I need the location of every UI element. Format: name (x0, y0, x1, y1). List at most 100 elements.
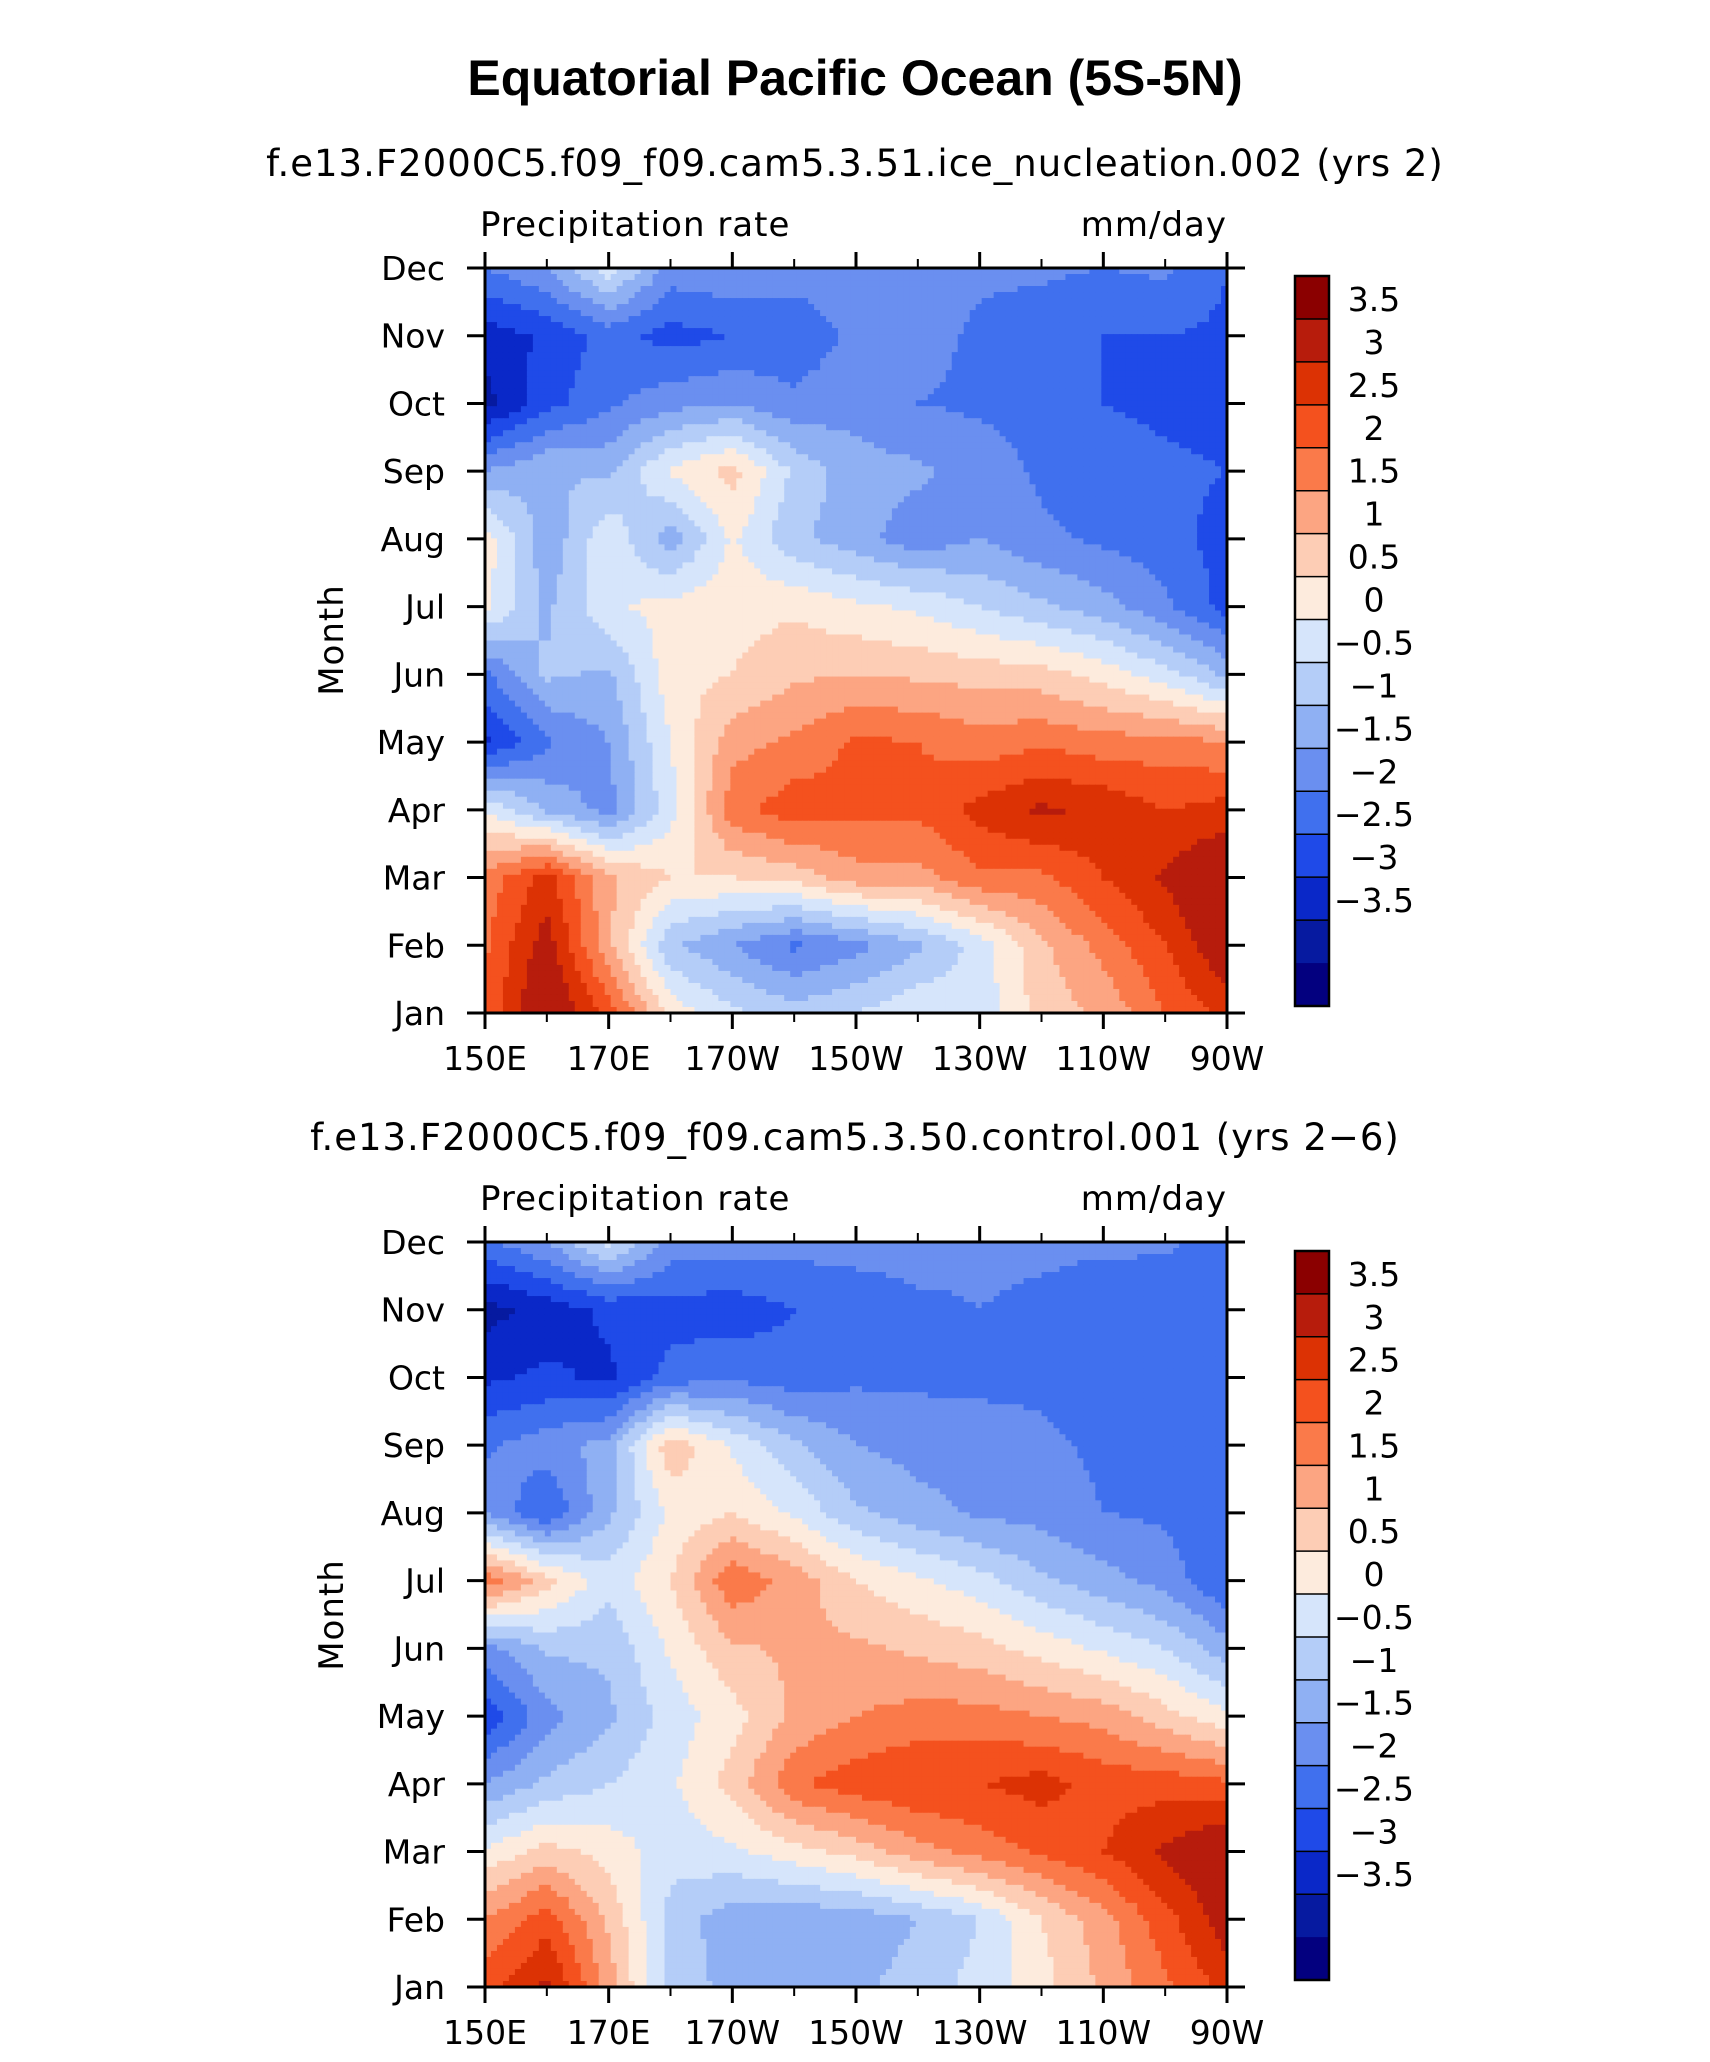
contour-cell (724, 358, 731, 365)
contour-cell (629, 472, 636, 479)
contour-cell (1143, 310, 1150, 317)
contour-cell (551, 310, 558, 317)
contour-cell (1215, 310, 1222, 317)
contour-cell (515, 364, 522, 371)
contour-cell (1161, 376, 1168, 383)
contour-cell (970, 310, 977, 317)
contour-cell (712, 316, 719, 323)
contour-cell (784, 316, 791, 323)
contour-cell (838, 322, 845, 329)
contour-cell (748, 340, 755, 347)
contour-cell (886, 448, 893, 455)
contour-cell (802, 370, 809, 377)
contour-cell (676, 436, 683, 443)
contour-cell (1059, 316, 1066, 323)
contour-cell (1000, 472, 1007, 479)
contour-cell (808, 340, 815, 347)
contour-cell (1185, 466, 1192, 473)
contour-cell (521, 442, 528, 449)
contour-cell (958, 304, 965, 311)
contour-cell (730, 310, 737, 317)
contour-cell (1006, 400, 1013, 407)
contour-cell (862, 364, 869, 371)
contour-cell (557, 334, 564, 341)
contour-cell (1125, 394, 1132, 401)
contour-cell (844, 406, 851, 413)
contour-cell (521, 292, 528, 299)
contour-cell (557, 316, 564, 323)
contour-cell (1077, 424, 1084, 431)
contour-cell (856, 448, 863, 455)
contour-cell (593, 274, 600, 281)
contour-cell (922, 334, 929, 341)
contour-cell (1071, 406, 1078, 413)
contour-cell (712, 298, 719, 305)
contour-cell (563, 352, 570, 359)
contour-cell (659, 322, 666, 329)
contour-cell (736, 442, 743, 449)
contour-cell (712, 358, 719, 365)
contour-cell (790, 424, 797, 431)
contour-cell (778, 472, 785, 479)
contour-cell (802, 328, 809, 335)
contour-cell (1042, 364, 1049, 371)
contour-cell (1065, 334, 1072, 341)
contour-cell (1149, 454, 1156, 461)
contour-cell (497, 334, 504, 341)
contour-cell (521, 334, 528, 341)
contour-cell (994, 280, 1001, 287)
contour-cell (844, 304, 851, 311)
contour-cell (796, 376, 803, 383)
contour-cell (880, 364, 887, 371)
contour-cell (988, 442, 995, 449)
contour-cell (1179, 436, 1186, 443)
contour-cell (868, 430, 875, 437)
contour-cell (1006, 310, 1013, 317)
contour-cell (1191, 310, 1198, 317)
contour-cell (617, 400, 624, 407)
contour-cell (1006, 292, 1013, 299)
contour-cell (940, 280, 947, 287)
contour-cell (682, 364, 689, 371)
contour-cell (1083, 340, 1090, 347)
contour-cell (940, 406, 947, 413)
contour-cell (1053, 406, 1060, 413)
contour-cell (910, 454, 917, 461)
contour-cell (808, 286, 815, 293)
contour-cell (760, 346, 767, 353)
contour-cell (587, 466, 594, 473)
contour-cell (539, 406, 546, 413)
contour-cell (802, 418, 809, 425)
contour-cell (533, 448, 540, 455)
contour-cell (838, 400, 845, 407)
contour-cell (952, 430, 959, 437)
contour-cell (1047, 454, 1054, 461)
contour-cell (1167, 286, 1174, 293)
contour-cell (1197, 352, 1204, 359)
contour-cell (922, 352, 929, 359)
contour-cell (826, 298, 833, 305)
contour-cell (844, 466, 851, 473)
contour-cell (994, 466, 1001, 473)
contour-cell (976, 466, 983, 473)
contour-cell (754, 322, 761, 329)
contour-cell (1155, 472, 1162, 479)
contour-cell (563, 280, 570, 287)
contour-cell (1042, 394, 1049, 401)
contour-cell (1131, 304, 1138, 311)
contour-cell (1018, 466, 1025, 473)
contour-cell (748, 454, 755, 461)
contour-cell (1047, 406, 1054, 413)
contour-cell (581, 328, 588, 335)
contour-cell (772, 442, 779, 449)
contour-cell (958, 448, 965, 455)
contour-cell (647, 292, 654, 299)
contour-cell (1215, 322, 1222, 329)
contour-cell (545, 340, 552, 347)
contour-cell (778, 370, 785, 377)
contour-cell (1155, 436, 1162, 443)
contour-cell (1149, 280, 1156, 287)
contour-cell (1024, 460, 1031, 467)
contour-cell (802, 394, 809, 401)
contour-cell (611, 406, 618, 413)
